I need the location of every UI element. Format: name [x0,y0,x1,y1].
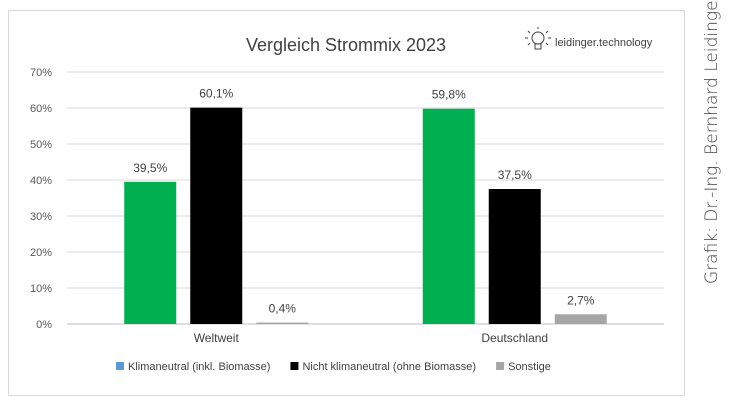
lightbulb-icon [525,27,551,50]
bars [124,107,607,324]
y-tick-label: 70% [30,67,52,79]
y-tick-label: 0% [36,319,52,331]
y-tick-label: 20% [30,247,52,259]
bar-0-1 [190,107,243,324]
legend-swatch [290,362,299,370]
logo-text: leidinger.technology [555,37,653,49]
legend-item: Sonstige [508,361,551,373]
legend-swatch [116,362,124,370]
legend-swatch [496,362,505,370]
data-label: 60,1% [199,87,233,101]
legend: Klimaneutral (inkl. Biomasse) Nicht klima… [116,361,551,373]
category-label: Weltweit [194,331,240,345]
bar-labels: 39,5% 60,1% 0,4% 59,8% 37,5% 2,7% [133,87,595,316]
credit-text: Grafik: Dr.-Ing. Bernhard Leidinger [702,0,722,284]
legend-item: Nicht klimaneutral (ohne Biomasse) [302,361,476,373]
data-label: 37,5% [498,168,532,182]
y-tick-label: 40% [30,175,52,187]
category-label: Deutschland [481,331,548,345]
bar-1-1 [488,189,541,324]
y-tick-label: 60% [30,103,52,115]
data-label: 2,7% [567,293,595,307]
category-labels: Weltweit Deutschland [194,331,548,345]
y-tick-label: 10% [30,283,52,295]
chart-title: Vergleich Strommix 2023 [246,35,446,55]
data-label: 39,5% [133,161,167,175]
legend-item: Klimaneutral (inkl. Biomasse) [128,361,270,373]
bar-chart: Vergleich Strommix 2023 leidinger.techno… [30,27,664,373]
data-label: 59,8% [432,88,466,102]
bar-0-2 [256,322,309,324]
y-axis-ticks: 0% 10% 20% 30% 40% 50% 60% 70% [30,67,52,331]
bar-1-2 [554,314,607,324]
data-label: 0,4% [269,302,297,316]
logo: leidinger.technology [525,27,653,50]
y-tick-label: 30% [30,211,52,223]
y-tick-label: 50% [30,139,52,151]
chart-frame: Vergleich Strommix 2023 leidinger.techno… [8,10,685,396]
bar-0-0 [124,181,177,324]
bar-1-0 [422,108,475,324]
